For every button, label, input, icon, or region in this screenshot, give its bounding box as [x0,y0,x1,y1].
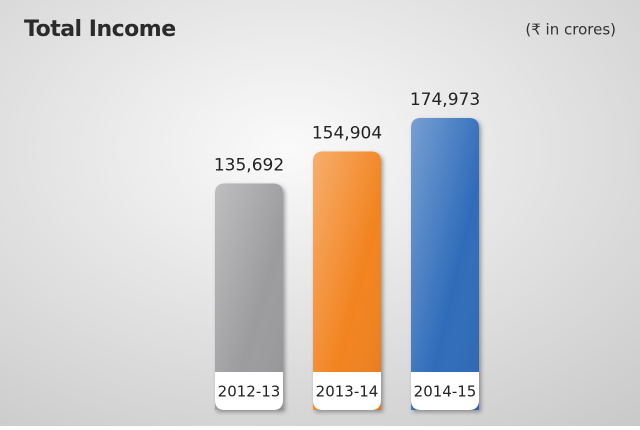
chart-subtitle: (₹ in crores) [525,21,616,39]
category-box [313,372,381,410]
x-tick-label: 2012-13 [218,383,281,401]
x-tick-label: 2013-14 [316,383,379,401]
category-box [411,372,479,410]
bar-shine [313,151,381,410]
bar-shine [411,118,479,410]
category-box [215,372,283,410]
bar-group [411,118,479,410]
value-label: 174,973 [410,90,480,110]
bar-group [313,151,381,410]
value-label: 135,692 [214,156,284,176]
value-label: 154,904 [312,123,382,143]
bar-shine [215,183,283,410]
chart-title: Total Income [24,17,176,42]
x-tick-label: 2014-15 [414,383,477,401]
bar-group [215,183,283,410]
